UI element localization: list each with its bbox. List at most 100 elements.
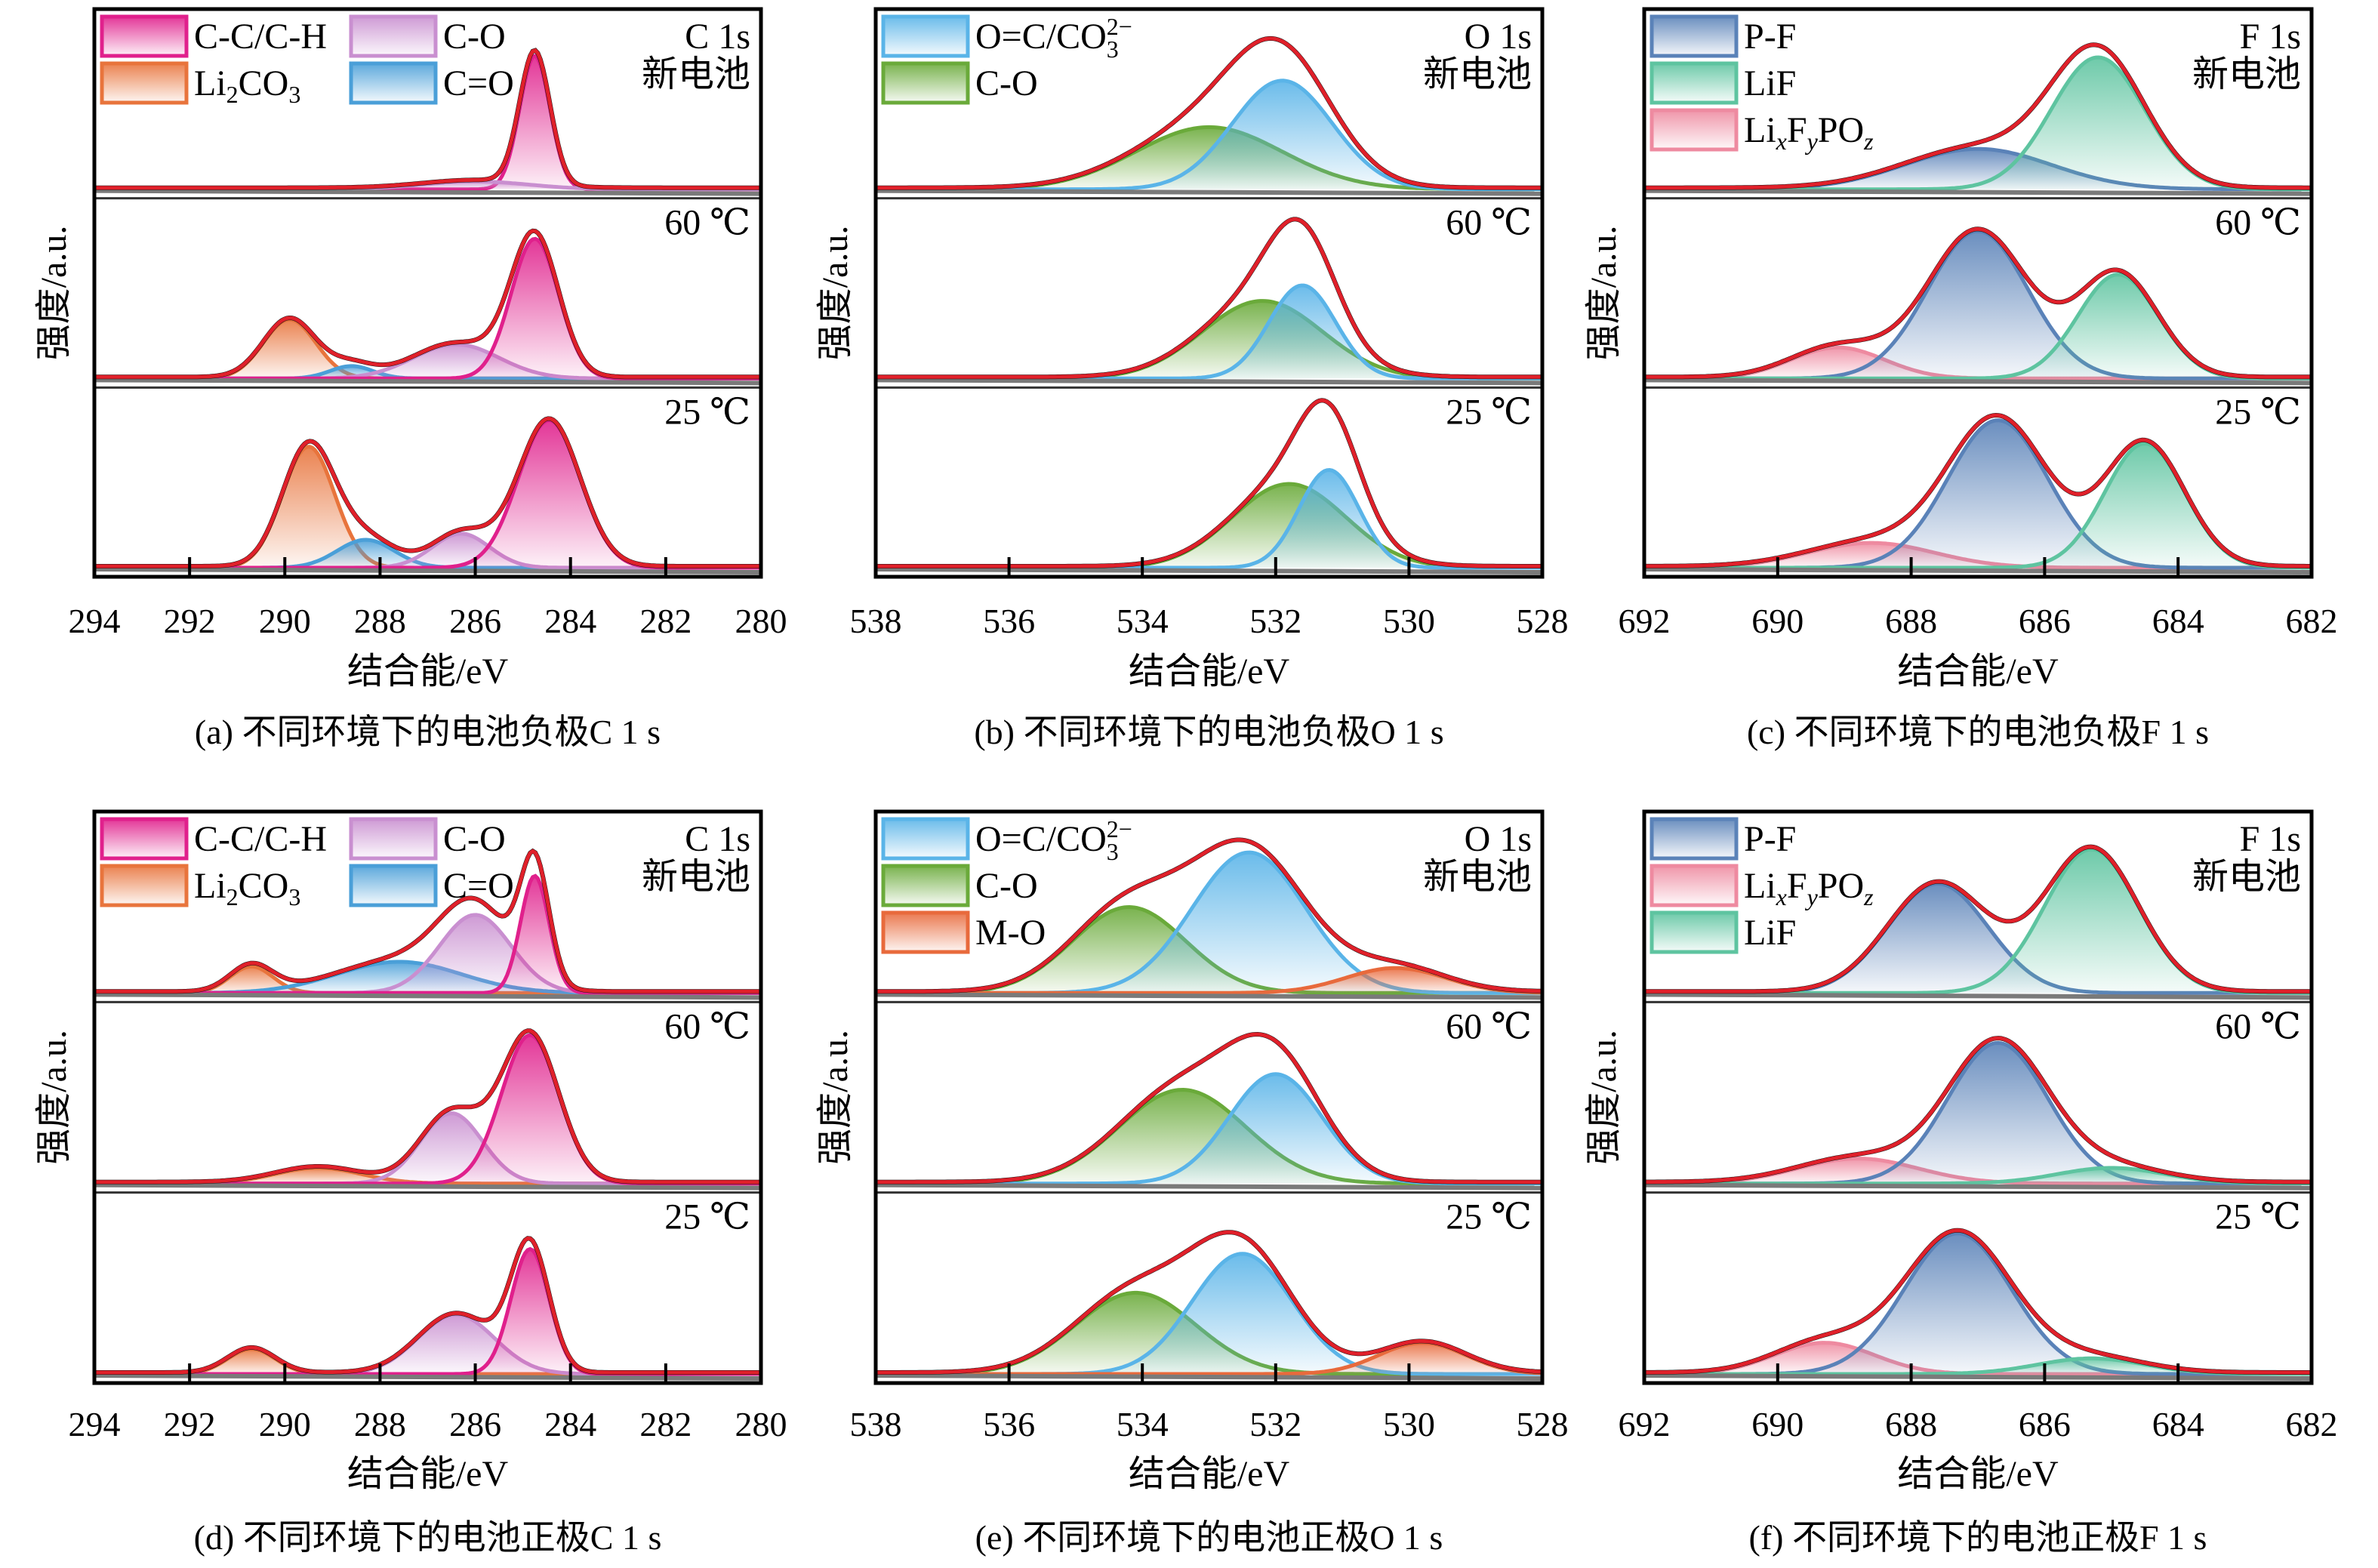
- x-axis-label: 结合能/eV: [1129, 652, 1290, 692]
- component-area-C-O_o: [876, 1292, 1542, 1374]
- x-axis-label: 结合能/eV: [1897, 652, 2059, 692]
- baseline: [1643, 377, 2312, 386]
- legend-label: O=C/CO32−: [975, 815, 1132, 865]
- spectrum-label: 60 ℃: [2215, 203, 2301, 243]
- component-area-O=C/CO3: [876, 80, 1542, 189]
- spectrum-1: 60 ℃: [875, 203, 1543, 389]
- y-axis-label: 强度/a.u.: [815, 226, 855, 361]
- x-tick-label: 280: [735, 602, 787, 640]
- legend-swatch-LiF: [1650, 61, 1739, 105]
- legend-label: LiF: [1744, 913, 1796, 953]
- core-level-label: O 1s: [1465, 17, 1532, 57]
- legend-swatch-P-F: [1650, 817, 1739, 861]
- legend-swatch-LixFyPOz: [1650, 108, 1739, 152]
- x-tick-label: 292: [164, 1405, 216, 1443]
- x-tick-label: 684: [2152, 602, 2204, 640]
- baseline: [94, 188, 762, 196]
- spectrum-0: [94, 848, 762, 1003]
- legend-label: C-O: [975, 866, 1038, 906]
- panel-b: 60 ℃ 25 ℃ 538 536 534 532 530 528 结合能/eV 强度/a.u. (…: [815, 7, 1569, 751]
- x-tick-label: 538: [850, 602, 902, 640]
- x-tick-label: 692: [1619, 1405, 1671, 1443]
- spectrum-label: 25 ℃: [2215, 392, 2301, 432]
- legend-swatch-M-O: [881, 910, 970, 954]
- y-axis-label: 强度/a.u.: [34, 1030, 74, 1165]
- envelope-fit-line: [94, 416, 761, 568]
- spectrum-1: 60 ℃: [1643, 1006, 2312, 1194]
- component-area-Li2CO3: [94, 966, 761, 993]
- x-tick-label: 290: [259, 602, 311, 640]
- component-area-LixFyPOz: [1644, 1158, 2312, 1184]
- plot-frame: [92, 7, 763, 579]
- x-tick-label: 690: [1751, 1405, 1804, 1443]
- component-area-C-C/C-H: [94, 420, 761, 568]
- legend-swatch-C-O_o: [881, 61, 970, 105]
- panel-caption: (e) 不同环境下的电池正极O 1 s: [975, 1518, 1443, 1557]
- component-area-P-F: [1644, 1233, 2312, 1374]
- legend: O=C/CO32−C-O M-O: [881, 815, 1132, 954]
- baseline: [875, 377, 1543, 386]
- x-tick-label: 292: [164, 602, 216, 640]
- spectrum-label: 60 ℃: [1446, 203, 1532, 243]
- component-area-P-F: [1644, 883, 2312, 993]
- x-tick-label: 684: [2152, 1405, 2204, 1443]
- spectrum-label: 60 ℃: [2215, 1006, 2301, 1046]
- component-area-O=C/CO3: [876, 470, 1542, 568]
- x-tick-label: 690: [1751, 602, 1804, 640]
- spectrum-0: [1643, 844, 2312, 1003]
- panel-a: 60 ℃ 25 ℃ 294 292 290 288 286 284 282 280 结合能/eV 强度…: [34, 7, 787, 751]
- x-tick-label: 294: [69, 602, 121, 640]
- baseline: [1643, 188, 2312, 196]
- x-tick-label: 530: [1383, 1405, 1435, 1443]
- plot-frame: [873, 7, 1545, 579]
- legend-swatch-C-O_o: [881, 864, 970, 907]
- spectrum-2: 25 ℃: [94, 392, 762, 575]
- sample-label: 新电池: [1423, 857, 1532, 897]
- panel-caption: (d) 不同环境下的电池正极C 1 s: [194, 1518, 662, 1557]
- x-tick-label: 284: [544, 1405, 596, 1443]
- y-axis-label: 强度/a.u.: [34, 226, 74, 361]
- component-area-P-F: [1644, 1043, 2312, 1184]
- legend-label: C-C/C-H: [194, 819, 327, 859]
- legend-label: C-O: [975, 63, 1038, 103]
- component-area-O=C/CO3: [876, 852, 1542, 993]
- x-tick-label: 682: [2286, 602, 2338, 640]
- x-tick-label: 528: [1517, 602, 1569, 640]
- legend-swatch-P-F: [1650, 14, 1739, 58]
- x-axis-label: 结合能/eV: [347, 1454, 509, 1494]
- envelope-fit-line: [94, 1236, 761, 1375]
- envelope-fit-line: [94, 849, 761, 993]
- spectrum-1: 60 ℃: [1643, 203, 2312, 389]
- envelope-fit-line: [876, 36, 1542, 190]
- panel-f: 60 ℃ 25 ℃ 692 690 688 686 684 682 结合能/eV 强度/a.u. (…: [1584, 809, 2338, 1557]
- envelope-fit-line: [876, 1230, 1543, 1375]
- component-area-LiF: [1644, 57, 2312, 189]
- panel-e: 60 ℃ 25 ℃ 538 536 534 532 530 528 结合能/eV 强度/a.u. (…: [815, 809, 1569, 1557]
- spectrum-1: 60 ℃: [94, 1006, 762, 1194]
- spectrum-label: 25 ℃: [664, 1197, 750, 1237]
- legend-swatch-Li2CO3: [100, 61, 189, 105]
- plot-frame: [1642, 7, 2314, 579]
- x-tick-label: 286: [449, 1405, 501, 1443]
- x-axis-label: 结合能/eV: [1897, 1454, 2059, 1494]
- envelope-fit-line: [876, 217, 1542, 379]
- x-tick-label: 294: [69, 1405, 121, 1443]
- baseline: [94, 1182, 762, 1191]
- envelope-fit-line: [1644, 845, 2312, 993]
- panel-caption: (c) 不同环境下的电池负极F 1 s: [1747, 713, 2209, 751]
- component-area-Li2CO3: [94, 1168, 761, 1184]
- envelope-fit-line: [94, 1028, 761, 1184]
- component-area-C-O_c: [94, 914, 761, 993]
- legend-label: Li2CO3: [194, 866, 300, 910]
- sample-label: 新电池: [1423, 54, 1532, 94]
- x-tick-label: 686: [2019, 1405, 2071, 1443]
- envelope-fit-line: [1644, 42, 2312, 190]
- x-tick-label: 692: [1619, 602, 1671, 640]
- legend-swatch-C=O: [349, 864, 438, 907]
- legend-label: C-O: [443, 819, 506, 859]
- panel-caption: (a) 不同环境下的电池负极C 1 s: [195, 713, 661, 751]
- legend-label: C-O: [443, 17, 506, 57]
- envelope-fit-line: [1644, 1036, 2312, 1184]
- component-area-LixFyPOz: [1644, 1342, 2312, 1374]
